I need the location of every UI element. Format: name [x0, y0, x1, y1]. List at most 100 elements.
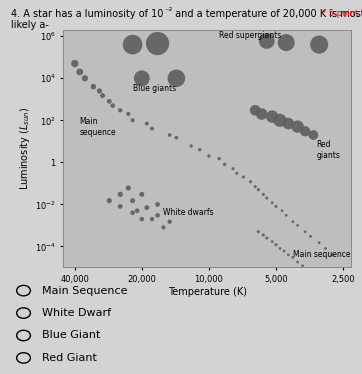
Point	[155, 212, 160, 218]
Text: and a temperature of 20,000 K is most: and a temperature of 20,000 K is most	[172, 9, 362, 19]
Point	[316, 240, 322, 246]
X-axis label: Temperature (K): Temperature (K)	[168, 287, 247, 297]
Point	[248, 179, 253, 185]
Point	[256, 187, 261, 193]
Point	[252, 107, 258, 113]
Text: Blue giants: Blue giants	[132, 84, 176, 93]
Point	[160, 224, 166, 230]
Point	[110, 102, 116, 108]
Point	[273, 203, 279, 209]
Point	[281, 248, 287, 254]
Text: Red supergiants: Red supergiants	[219, 31, 281, 40]
Point	[106, 98, 112, 104]
Point	[125, 185, 131, 191]
Point	[117, 191, 123, 197]
Point	[259, 111, 265, 117]
Text: * 5 point: * 5 point	[322, 9, 358, 18]
Point	[329, 252, 335, 258]
Point	[117, 107, 123, 113]
Point	[139, 75, 145, 81]
Point	[130, 42, 135, 47]
Point	[139, 191, 145, 197]
Point	[130, 210, 135, 216]
Point	[260, 191, 266, 197]
Point	[173, 135, 179, 141]
Point	[97, 88, 102, 94]
Point	[77, 69, 83, 75]
Point	[130, 117, 135, 123]
Text: White Dwarf: White Dwarf	[42, 308, 111, 318]
Point	[302, 128, 308, 134]
Point	[290, 219, 296, 225]
Point	[277, 245, 283, 251]
Point	[311, 271, 316, 277]
Point	[269, 200, 275, 206]
Point	[240, 174, 246, 180]
Point	[300, 263, 306, 269]
Text: Blue Giant: Blue Giant	[42, 331, 100, 340]
Point	[323, 245, 328, 251]
Point	[311, 132, 316, 138]
Point	[72, 61, 77, 67]
Point	[264, 235, 270, 241]
Point	[197, 147, 203, 153]
Point	[167, 219, 173, 225]
Point	[130, 198, 135, 204]
Point	[273, 242, 279, 248]
Text: White dwarfs: White dwarfs	[163, 208, 214, 217]
Point	[269, 114, 275, 120]
Point	[302, 229, 308, 235]
Point	[106, 198, 112, 204]
Point	[283, 212, 289, 218]
Text: likely a-: likely a-	[11, 20, 49, 30]
Point	[256, 229, 261, 235]
Point	[333, 289, 338, 295]
Point	[295, 223, 300, 229]
Point	[316, 275, 322, 281]
Text: Red
giants: Red giants	[316, 140, 340, 160]
Point	[295, 259, 300, 265]
Point	[234, 170, 240, 176]
Text: Red Giant: Red Giant	[42, 353, 97, 363]
Point	[216, 156, 222, 162]
Point	[323, 279, 328, 285]
Point	[139, 216, 145, 222]
Point	[206, 153, 212, 159]
Point	[286, 120, 291, 126]
Point	[264, 38, 270, 44]
Point	[264, 195, 270, 201]
Point	[144, 120, 150, 126]
Point	[290, 254, 296, 260]
Point	[90, 84, 96, 90]
Point	[100, 93, 105, 99]
Point	[308, 233, 313, 239]
Point	[173, 75, 179, 81]
Point	[283, 40, 289, 46]
Point	[286, 252, 291, 258]
Point	[188, 143, 194, 149]
Point	[155, 201, 160, 207]
Point	[277, 117, 283, 123]
Text: Main sequence: Main sequence	[293, 250, 350, 260]
Point	[230, 166, 236, 172]
Y-axis label: Luminosity ($L_{sun}$): Luminosity ($L_{sun}$)	[18, 107, 32, 190]
Point	[269, 239, 275, 245]
Point	[134, 208, 140, 214]
Text: Main Sequence: Main Sequence	[42, 286, 127, 295]
Point	[295, 124, 300, 130]
Point	[149, 216, 155, 222]
Point	[326, 285, 332, 291]
Point	[222, 161, 228, 167]
Point	[316, 42, 322, 47]
Point	[117, 203, 123, 209]
Point	[125, 111, 131, 117]
Text: ⁻²: ⁻²	[165, 7, 173, 16]
Point	[144, 205, 150, 211]
Point	[252, 184, 258, 190]
Point	[82, 75, 88, 81]
Text: Main
sequence: Main sequence	[80, 117, 116, 137]
Point	[279, 208, 285, 214]
Point	[167, 132, 173, 138]
Point	[155, 40, 160, 46]
Point	[336, 294, 342, 300]
